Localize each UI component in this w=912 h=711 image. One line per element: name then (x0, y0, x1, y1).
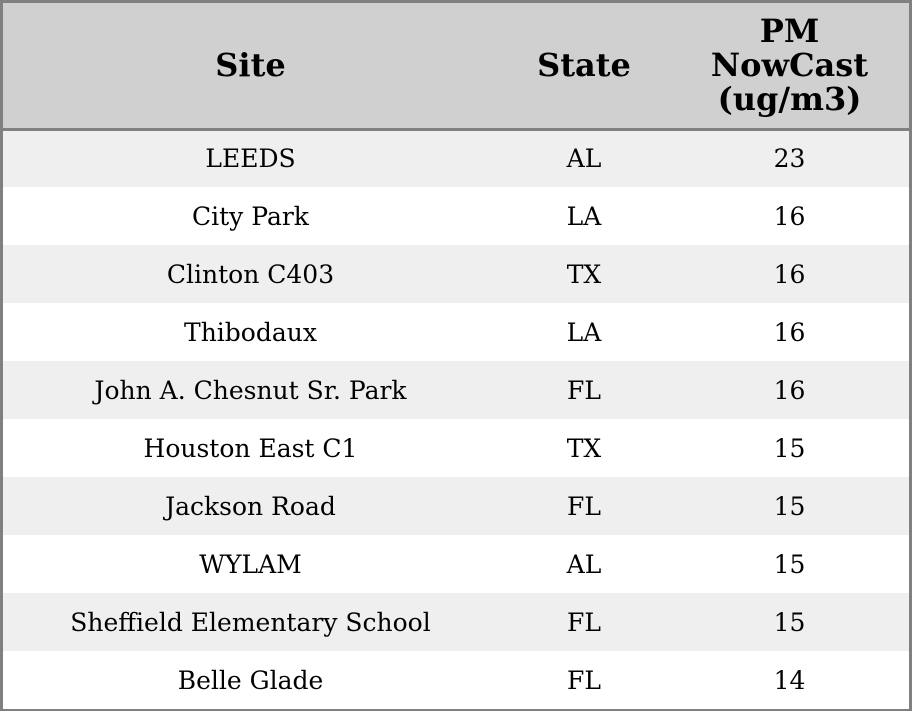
cell-pm-nowcast: 23 (773, 144, 806, 174)
cell-pm-nowcast: 15 (773, 549, 806, 579)
cell-site: Jackson Road (165, 491, 336, 521)
table-body: LEEDS AL 23 City Park LA 16 Clinton C403 TX 16 Th… (3, 129, 909, 709)
cell-pm-nowcast: 15 (773, 433, 806, 463)
cell-pm-nowcast: 15 (773, 491, 806, 521)
column-header-pm-nowcast: PM NowCast (ug/m3) (670, 3, 909, 131)
cell-pm-nowcast: 15 (773, 607, 806, 637)
cell-site: Thibodaux (184, 317, 317, 347)
cell-state: FL (567, 665, 601, 695)
table-row: LEEDS AL 23 (3, 129, 909, 187)
cell-pm-nowcast: 16 (773, 375, 806, 405)
cell-site: Sheffield Elementary School (70, 607, 431, 637)
cell-state: FL (567, 607, 601, 637)
cell-site: WYLAM (199, 549, 302, 579)
pm-nowcast-table: Site State PM NowCast (ug/m3) LEEDS AL 23 C… (3, 3, 909, 709)
table-row: Houston East C1 TX 15 (3, 419, 909, 477)
table-row: Jackson Road FL 15 (3, 477, 909, 535)
cell-state: LA (566, 317, 602, 347)
cell-site: Belle Glade (177, 665, 324, 695)
table-row: Sheffield Elementary School FL 15 (3, 593, 909, 651)
table-row: Clinton C403 TX 16 (3, 245, 909, 303)
cell-state: AL (566, 549, 602, 579)
cell-site: LEEDS (205, 144, 296, 174)
cell-site: City Park (192, 201, 309, 231)
cell-site: Clinton C403 (166, 259, 335, 289)
cell-state: FL (567, 491, 601, 521)
cell-state: FL (567, 375, 601, 405)
cell-state: AL (566, 144, 602, 174)
cell-state: TX (566, 433, 602, 463)
table-row: Thibodaux LA 16 (3, 303, 909, 361)
column-header-site: Site (3, 3, 498, 131)
cell-pm-nowcast: 16 (773, 259, 806, 289)
column-header-state: State (498, 3, 670, 131)
cell-pm-nowcast: 14 (773, 665, 806, 695)
cell-pm-nowcast: 16 (773, 201, 806, 231)
cell-site: John A. Chesnut Sr. Park (94, 375, 407, 405)
table-header-row: Site State PM NowCast (ug/m3) (3, 3, 909, 131)
table-row: City Park LA 16 (3, 187, 909, 245)
cell-pm-nowcast: 16 (773, 317, 806, 347)
cell-state: LA (566, 201, 602, 231)
cell-state: TX (566, 259, 602, 289)
table-row: Belle Glade FL 14 (3, 651, 909, 709)
cell-site: Houston East C1 (143, 433, 358, 463)
table-row: WYLAM AL 15 (3, 535, 909, 593)
table-row: John A. Chesnut Sr. Park FL 16 (3, 361, 909, 419)
